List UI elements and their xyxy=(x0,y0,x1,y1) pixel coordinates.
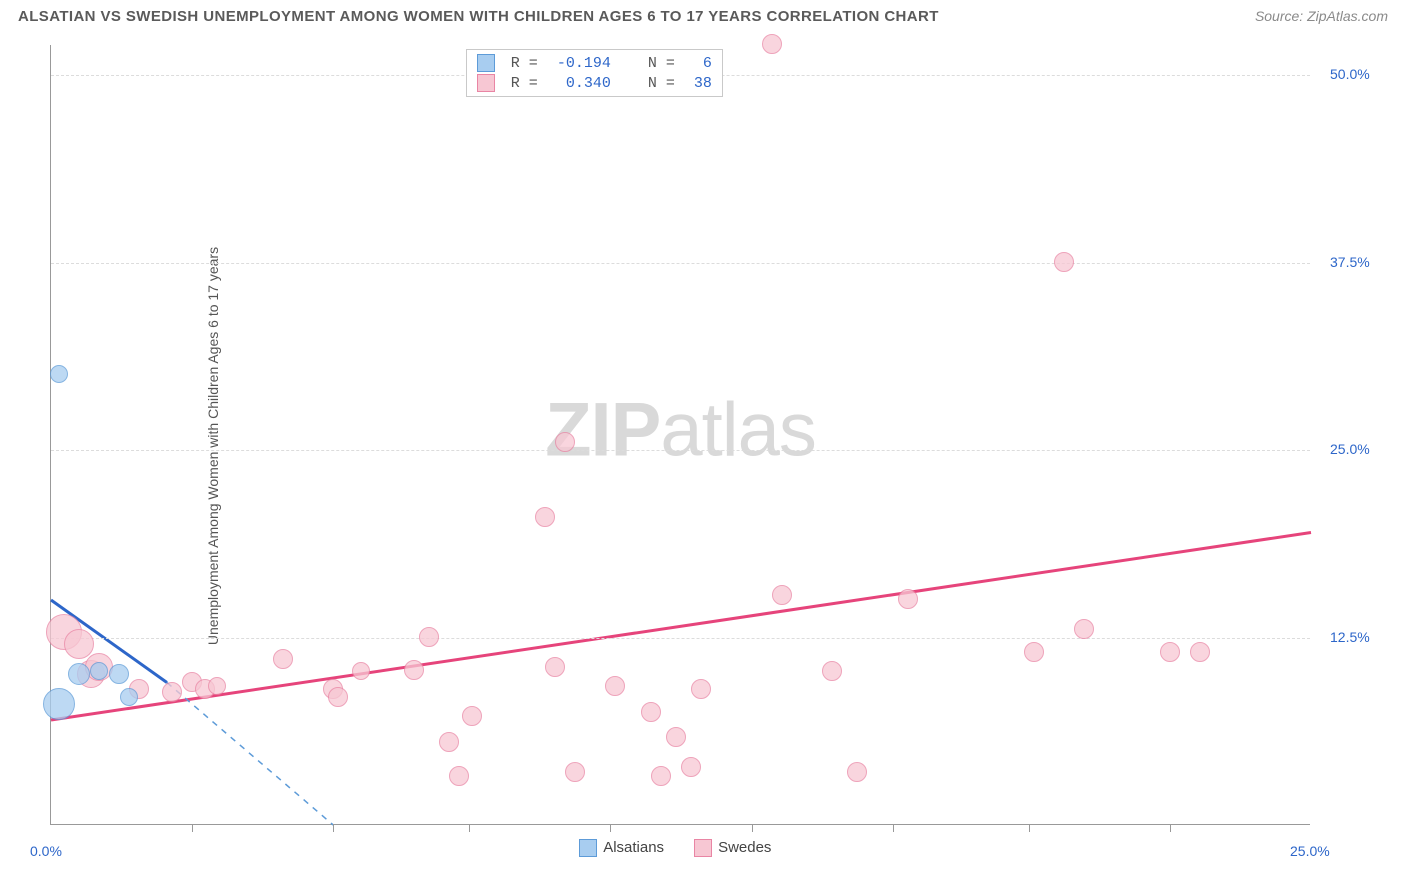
legend-swatch xyxy=(694,839,712,857)
swedes-bubble xyxy=(651,766,671,786)
chart-header: ALSATIAN VS SWEDISH UNEMPLOYMENT AMONG W… xyxy=(0,0,1406,40)
swedes-bubble xyxy=(681,757,701,777)
legend-swatch xyxy=(477,74,495,92)
swedes-bubble xyxy=(555,432,575,452)
legend-swatch xyxy=(477,54,495,72)
swedes-bubble xyxy=(419,627,439,647)
swedes-bubble xyxy=(1074,619,1094,639)
watermark: ZIPatlas xyxy=(545,386,816,473)
alsatians-bubble xyxy=(109,664,129,684)
gridline xyxy=(51,638,1310,639)
swedes-bubble xyxy=(847,762,867,782)
x-tick xyxy=(1170,824,1171,832)
swedes-bubble xyxy=(641,702,661,722)
swedes-bubble xyxy=(462,706,482,726)
x-tick xyxy=(1029,824,1030,832)
gridline xyxy=(51,450,1310,451)
y-tick-label: 37.5% xyxy=(1330,254,1370,270)
swedes-bubble xyxy=(273,649,293,669)
swedes-bubble xyxy=(565,762,585,782)
x-tick xyxy=(893,824,894,832)
swedes-bubble xyxy=(449,766,469,786)
series-legend: Alsatians Swedes xyxy=(579,839,771,857)
swedes-bubble xyxy=(328,687,348,707)
x-tick xyxy=(192,824,193,832)
swedes-bubble xyxy=(1190,642,1210,662)
swedes-bubble xyxy=(439,732,459,752)
alsatians-bubble xyxy=(68,663,90,685)
swedes-bubble xyxy=(1024,642,1044,662)
correlation-legend: R = -0.194 N = 6 R = 0.340 N = 38 xyxy=(466,49,723,97)
plot-area: ZIPatlas xyxy=(50,45,1310,825)
swedes-bubble xyxy=(352,662,370,680)
swedes-bubble xyxy=(208,677,226,695)
x-tick xyxy=(610,824,611,832)
swedes-bubble xyxy=(772,585,792,605)
swedes-bubble xyxy=(666,727,686,747)
trend-lines xyxy=(51,45,1311,825)
gridline xyxy=(51,263,1310,264)
swedes-bubble xyxy=(535,507,555,527)
swedes-bubble xyxy=(898,589,918,609)
legend-item: Alsatians xyxy=(579,839,664,857)
x-tick xyxy=(469,824,470,832)
swedes-bubble xyxy=(1160,642,1180,662)
y-tick-label: 50.0% xyxy=(1330,66,1370,82)
x-tick xyxy=(752,824,753,832)
swedes-bubble xyxy=(822,661,842,681)
swedes-bubble xyxy=(404,660,424,680)
x-tick-label: 0.0% xyxy=(30,843,62,859)
swedes-bubble xyxy=(605,676,625,696)
swedes-bubble xyxy=(1054,252,1074,272)
swedes-bubble xyxy=(691,679,711,699)
y-tick-label: 12.5% xyxy=(1330,629,1370,645)
alsatians-bubble xyxy=(43,688,75,720)
swedes-bubble xyxy=(162,682,182,702)
swedes-bubble xyxy=(762,34,782,54)
chart-title: ALSATIAN VS SWEDISH UNEMPLOYMENT AMONG W… xyxy=(18,8,939,25)
chart-source: Source: ZipAtlas.com xyxy=(1255,8,1388,24)
alsatians-bubble xyxy=(90,662,108,680)
swedes-bubble xyxy=(545,657,565,677)
legend-item: Swedes xyxy=(694,839,771,857)
correlation-row: R = 0.340 N = 38 xyxy=(477,74,712,92)
legend-swatch xyxy=(579,839,597,857)
x-tick xyxy=(333,824,334,832)
alsatians-bubble xyxy=(50,365,68,383)
x-tick-label: 25.0% xyxy=(1290,843,1330,859)
alsatians-bubble xyxy=(120,688,138,706)
y-tick-label: 25.0% xyxy=(1330,441,1370,457)
correlation-row: R = -0.194 N = 6 xyxy=(477,54,712,72)
